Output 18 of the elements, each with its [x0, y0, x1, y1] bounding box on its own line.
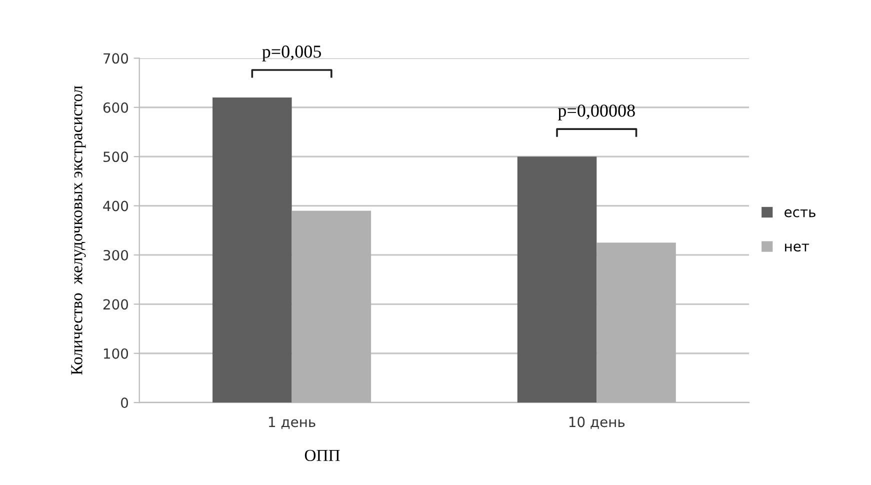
y-axis-title: Количество желудочковых экстрасистол [71, 86, 86, 375]
y-tick-label: 0 [121, 398, 128, 408]
y-tick-label: 700 [104, 53, 128, 64]
annotation: p=0,005 [262, 46, 321, 62]
legend-label: нет [785, 244, 810, 252]
y-tick-label: 400 [103, 200, 128, 212]
y-tick-label: 300 [103, 250, 128, 260]
bar [517, 156, 597, 403]
y-tick-label: 600 [103, 102, 128, 113]
x-tick-label: 10 день [569, 416, 625, 429]
x-axis-title: ОПП [304, 450, 340, 462]
y-tick-label: 500 [104, 152, 128, 162]
annotation: p=0,00008 [558, 104, 635, 120]
legend-label: есть [784, 209, 816, 218]
bar [212, 98, 292, 403]
y-tick-label: 100 [104, 348, 128, 359]
x-tick-label: 1 день [268, 416, 316, 429]
y-tick-label: 200 [103, 299, 128, 310]
